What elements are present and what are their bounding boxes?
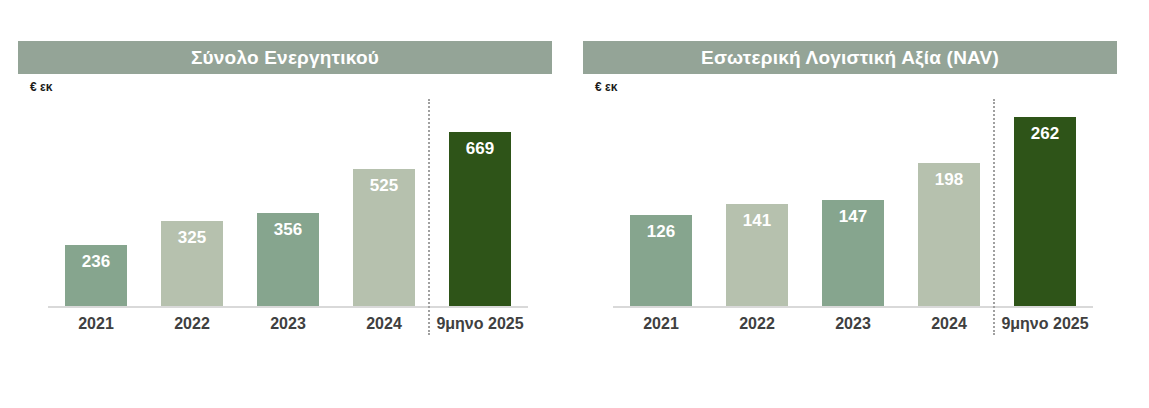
chart-nav: Εσωτερική Λογιστική Αξία (NAV) € εκ 1261…	[583, 41, 1117, 333]
bar-value-label: 126	[647, 223, 675, 306]
bar-2021: 236	[65, 245, 127, 306]
y-axis-unit-label: € εκ	[595, 80, 617, 94]
bar-column: 525	[336, 169, 432, 306]
bar-value-label: 325	[178, 229, 206, 306]
y-axis-unit-label: € εκ	[30, 80, 52, 94]
bar-value-label: 356	[274, 221, 302, 306]
bar-value-label: 236	[82, 253, 110, 306]
bar-value-label: 525	[370, 177, 398, 306]
bar-value-label: 147	[839, 208, 867, 306]
bar-value-label: 198	[935, 171, 963, 306]
bar-2021: 126	[630, 215, 692, 306]
bar-column: 669	[432, 132, 528, 306]
bar-2023: 147	[822, 200, 884, 306]
labels-row: 20212022202320249μηνο 2025	[613, 308, 1093, 333]
chart-title: Εσωτερική Λογιστική Αξία (NAV)	[701, 47, 999, 69]
slide-canvas: Σύνολο Ενεργητικού € εκ 236 325 356 525 669 …	[0, 0, 1149, 408]
bar-9μηνο 2025: 262	[1014, 117, 1076, 306]
bar-column: 198	[901, 163, 997, 306]
chart-total-assets: Σύνολο Ενεργητικού € εκ 236 325 356 525 669 …	[18, 41, 552, 333]
x-axis-label: 2023	[240, 315, 336, 333]
x-axis-label: 2021	[48, 315, 144, 333]
unit-row: € εκ	[18, 76, 552, 97]
x-axis-label: 2023	[805, 315, 901, 333]
bar-2024: 198	[918, 163, 980, 306]
chart-title-banner: Σύνολο Ενεργητικού	[18, 41, 552, 74]
bar-column: 262	[997, 117, 1093, 306]
bar-value-label: 141	[743, 212, 771, 306]
plot-area: 236 325 356 525 669 20212022202320249μηνο 20…	[18, 97, 552, 333]
x-axis-label: 2022	[144, 315, 240, 333]
forecast-separator-line	[993, 99, 995, 335]
unit-row: € εκ	[583, 76, 1117, 97]
bars-row: 126 141 147 198 262	[613, 97, 1093, 308]
bar-2022: 325	[161, 221, 223, 306]
bar-2024: 525	[353, 169, 415, 306]
bar-2023: 356	[257, 213, 319, 306]
bar-2022: 141	[726, 204, 788, 306]
bar-column: 236	[48, 245, 144, 306]
bar-value-label: 262	[1031, 125, 1059, 306]
bar-column: 356	[240, 213, 336, 306]
bar-column: 147	[805, 200, 901, 306]
bar-value-label: 669	[466, 140, 494, 306]
plot-area: 126 141 147 198 262 20212022202320249μηνο 20…	[583, 97, 1117, 333]
bar-column: 126	[613, 215, 709, 306]
bar-column: 325	[144, 221, 240, 306]
x-axis-label: 2024	[901, 315, 997, 333]
x-axis-label: 9μηνο 2025	[997, 315, 1093, 333]
bar-9μηνο 2025: 669	[449, 132, 511, 306]
x-axis-label: 9μηνο 2025	[432, 315, 528, 333]
bars-row: 236 325 356 525 669	[48, 97, 528, 308]
x-axis-label: 2022	[709, 315, 805, 333]
chart-title: Σύνολο Ενεργητικού	[191, 47, 379, 69]
forecast-separator-line	[428, 99, 430, 335]
bar-column: 141	[709, 204, 805, 306]
x-axis-label: 2024	[336, 315, 432, 333]
labels-row: 20212022202320249μηνο 2025	[48, 308, 528, 333]
chart-title-banner: Εσωτερική Λογιστική Αξία (NAV)	[583, 41, 1117, 74]
x-axis-label: 2021	[613, 315, 709, 333]
